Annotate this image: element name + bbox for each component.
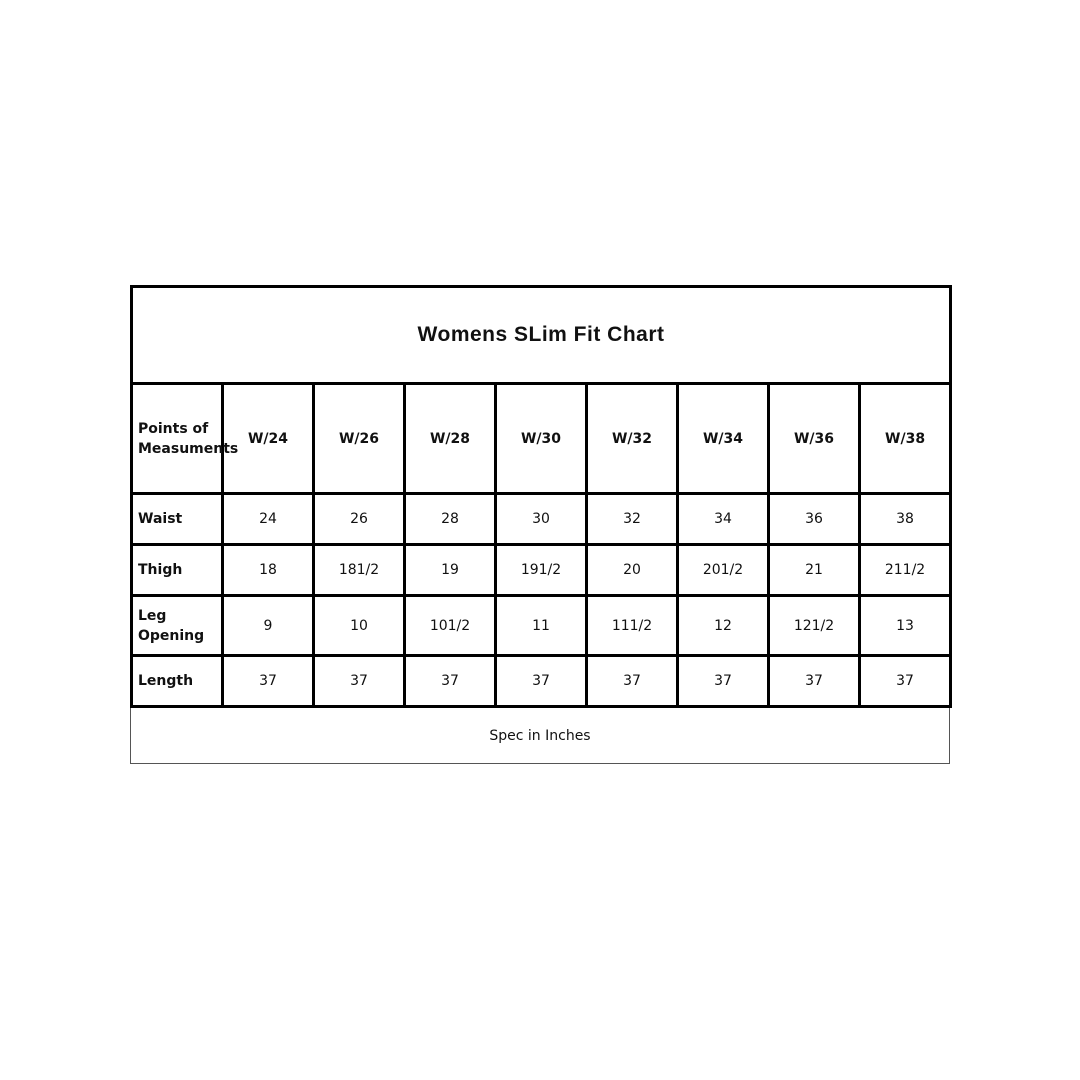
- table-cell: 37: [767, 654, 861, 708]
- footer-note: Spec in Inches: [130, 708, 950, 764]
- table-cell: 21: [767, 543, 861, 597]
- table-cell: 111/2: [585, 594, 679, 657]
- table-cell: 18: [221, 543, 315, 597]
- table-cell: 37: [585, 654, 679, 708]
- header-row: Points of Measuments W/24 W/26 W/28 W/30 W/3…: [130, 382, 953, 495]
- table-cell: 10: [312, 594, 406, 657]
- table-cell: 191/2: [494, 543, 588, 597]
- size-header: W/28: [403, 382, 497, 495]
- size-header: W/36: [767, 382, 861, 495]
- table-cell: 38: [857, 492, 953, 546]
- table-cell: 9: [221, 594, 315, 657]
- table-cell: 12: [676, 594, 770, 657]
- table-cell: 201/2: [676, 543, 770, 597]
- table-cell: 26: [312, 492, 406, 546]
- table-cell: 37: [221, 654, 315, 708]
- size-header: W/38: [857, 382, 953, 495]
- table-cell: 11: [494, 594, 588, 657]
- table-cell: 30: [494, 492, 588, 546]
- table-row: Waist 24 26 28 30 32 34 36 38: [130, 492, 953, 546]
- table-cell: 20: [585, 543, 679, 597]
- table-cell: 37: [312, 654, 406, 708]
- row-label: Length: [130, 654, 224, 708]
- table-cell: 37: [494, 654, 588, 708]
- table-cell: 24: [221, 492, 315, 546]
- size-header: W/30: [494, 382, 588, 495]
- table-cell: 19: [403, 543, 497, 597]
- table-cell: 34: [676, 492, 770, 546]
- header-label: Points of Measuments: [130, 382, 238, 495]
- size-chart: Womens SLim Fit Chart Points of Measumen…: [129, 285, 953, 764]
- size-header: W/26: [312, 382, 406, 495]
- table-cell: 37: [676, 654, 770, 708]
- table-cell: 36: [767, 492, 861, 546]
- chart-title: Womens SLim Fit Chart: [129, 285, 953, 385]
- table-cell: 121/2: [767, 594, 861, 657]
- table-row: Leg Opening 9 10 101/2 11 111/2 12 121/2 13: [130, 594, 953, 657]
- table-cell: 28: [403, 492, 497, 546]
- table-cell: 37: [857, 654, 953, 708]
- table-cell: 37: [403, 654, 497, 708]
- size-table: Womens SLim Fit Chart Points of Measumen…: [129, 285, 953, 708]
- table-row: Thigh 18 181/2 19 191/2 20 201/2 21 211/2: [130, 543, 953, 597]
- row-label: Thigh: [130, 543, 224, 597]
- table-cell: 101/2: [403, 594, 497, 657]
- row-label: Waist: [130, 492, 224, 546]
- size-header: W/32: [585, 382, 679, 495]
- size-header: W/24: [221, 382, 315, 495]
- table-cell: 211/2: [857, 543, 953, 597]
- row-label: Leg Opening: [130, 594, 224, 657]
- size-header: W/34: [676, 382, 770, 495]
- table-row: Length 37 37 37 37 37 37 37 37: [130, 654, 953, 708]
- table-cell: 13: [857, 594, 953, 657]
- table-cell: 32: [585, 492, 679, 546]
- table-cell: 181/2: [312, 543, 406, 597]
